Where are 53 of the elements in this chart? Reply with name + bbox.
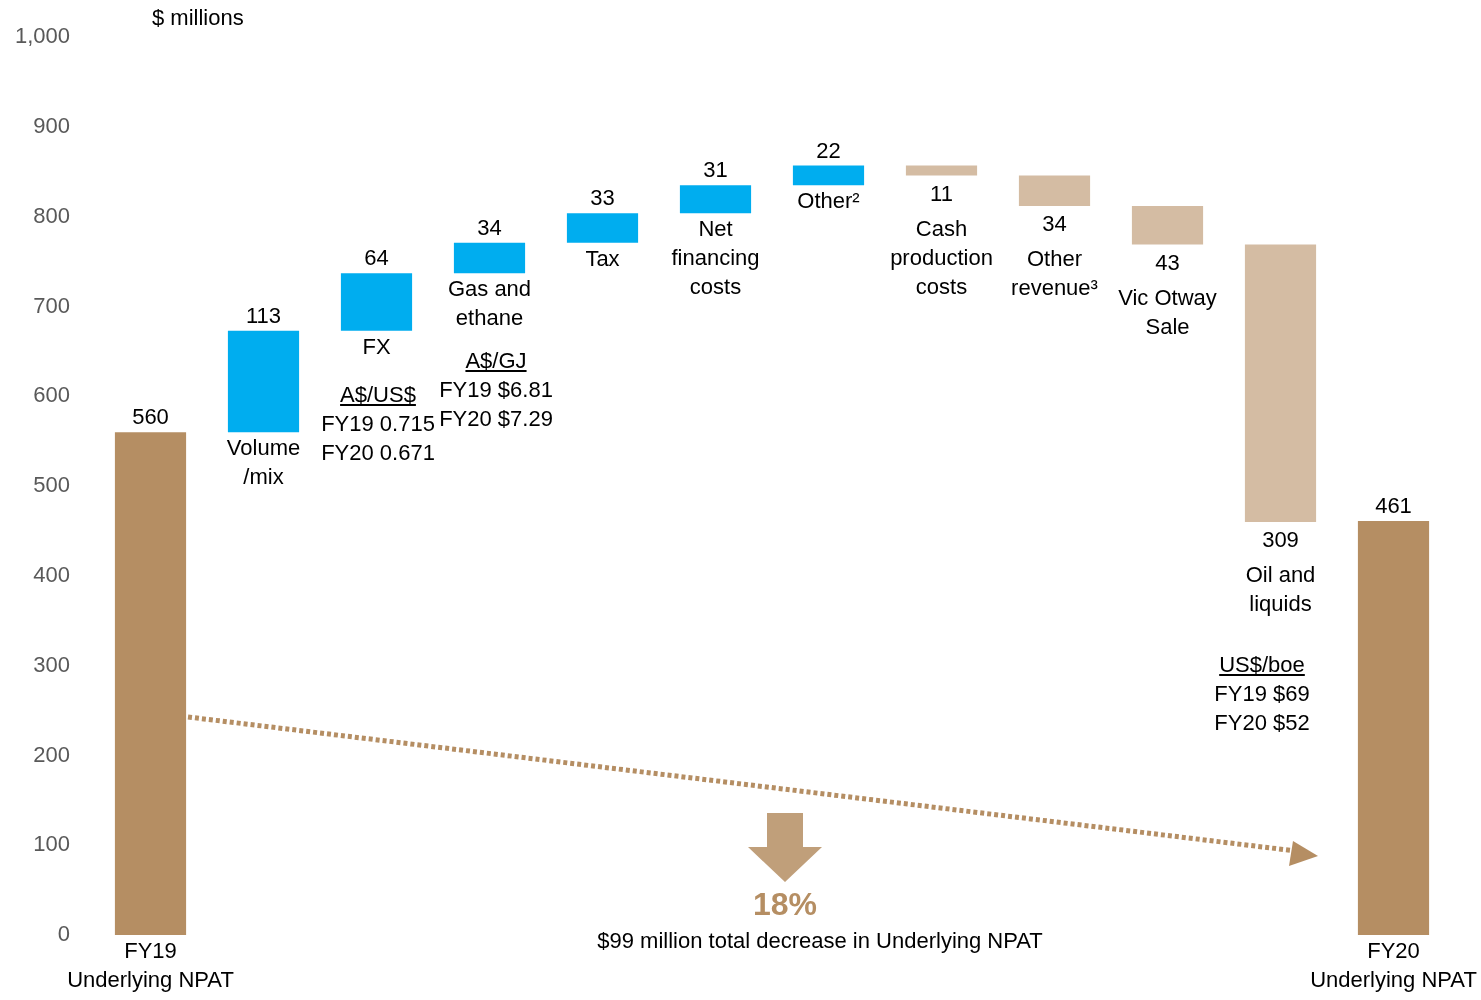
- data-label: 34: [1042, 211, 1067, 237]
- data-label: 34: [477, 214, 502, 240]
- y-tick-label: 500: [33, 472, 70, 498]
- bar: [792, 165, 865, 186]
- y-tick-label: 0: [57, 921, 70, 947]
- annotation: $99 million total decrease in Underlying NPAT: [597, 928, 1043, 954]
- y-tick-label: 700: [33, 292, 70, 318]
- bar: [1357, 521, 1430, 935]
- x-tick-label: Tax: [585, 245, 620, 271]
- y-tick-label: 1,000: [14, 23, 70, 49]
- x-tick-label: Gas and ethane: [447, 276, 532, 331]
- bar: [566, 213, 639, 243]
- y-tick-label: 600: [33, 382, 70, 408]
- x-tick-label: Other revenue³: [1011, 246, 1098, 301]
- annotation: A$/US$ FY19 0.715 FY20 0.671: [321, 382, 435, 467]
- bar: [114, 432, 187, 935]
- data-label: 309: [1262, 527, 1299, 553]
- bar: [340, 273, 413, 331]
- x-tick-label: Oil and liquids: [1245, 562, 1316, 617]
- data-label: 33: [590, 185, 615, 211]
- y-tick-label: 100: [33, 831, 70, 857]
- annotation: A$/GJ FY19 $6.81 FY20 $7.29: [439, 348, 553, 433]
- x-tick-label: Vic Otway Sale: [1118, 284, 1217, 339]
- bar: [1244, 244, 1317, 523]
- data-label: 64: [364, 245, 389, 271]
- bar: [453, 242, 526, 274]
- bar: [1018, 175, 1091, 206]
- bar: [679, 185, 752, 214]
- y-tick-label: 900: [33, 113, 70, 139]
- data-label: 11: [930, 180, 953, 206]
- y-tick-label: 200: [33, 741, 70, 767]
- y-tick-label: 800: [33, 202, 70, 228]
- data-label: 560: [132, 404, 169, 430]
- x-tick-label: Volume /mix: [226, 435, 301, 490]
- data-label: 31: [703, 157, 728, 183]
- bar: [1131, 205, 1204, 245]
- bar: [905, 165, 978, 176]
- x-tick-label: FX: [362, 333, 391, 359]
- x-tick-label: FY19 Underlying NPAT: [67, 938, 234, 993]
- x-tick-label: FY20 Underlying NPAT: [1310, 938, 1477, 993]
- data-label: 43: [1155, 249, 1180, 275]
- bar: [227, 330, 300, 433]
- data-label: 461: [1375, 493, 1412, 519]
- data-label: 22: [816, 137, 841, 163]
- y-tick-label: 300: [33, 651, 70, 677]
- x-tick-label: Cash production costs: [890, 215, 993, 299]
- y-axis-title: $ millions: [152, 5, 244, 31]
- annotation: US$/boe FY19 $69 FY20 $52: [1214, 652, 1310, 737]
- data-label: 113: [245, 302, 282, 328]
- x-tick-label: Other²: [797, 188, 860, 214]
- annotation: 18%: [752, 885, 818, 922]
- y-tick-label: 400: [33, 561, 70, 587]
- x-tick-label: Net financing costs: [671, 216, 760, 300]
